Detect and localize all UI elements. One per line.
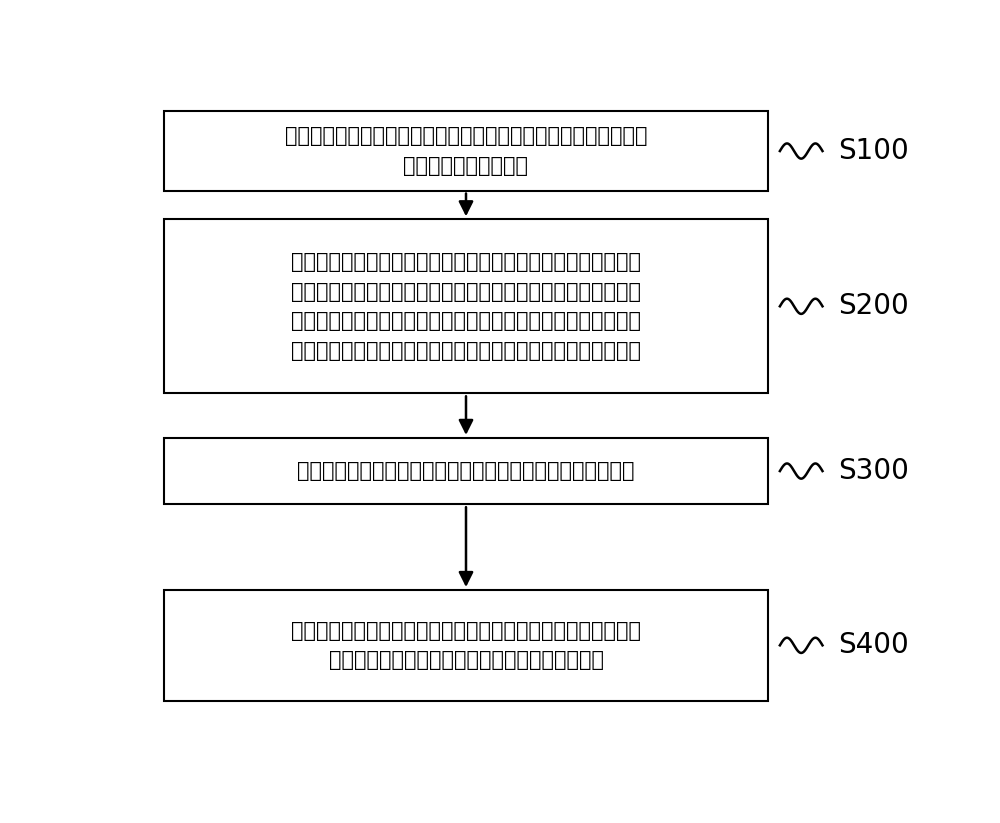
Text: S100: S100 [838,137,909,165]
Text: 对所述演化后的轮廓曲线进行有效轮廓的选取，得到最终的外围
轮廓曲线和分割结果，对结节的位置进行精细定位: 对所述演化后的轮廓曲线进行有效轮廓的选取，得到最终的外围 轮廓曲线和分割结果，对… [291,621,641,670]
FancyBboxPatch shape [164,111,768,191]
Text: 对所述初始轮廓曲线进行迭代和演化，得到演化后的轮廓曲线: 对所述初始轮廓曲线进行迭代和演化，得到演化后的轮廓曲线 [297,461,635,481]
Text: 利用已标记的良性甲状腺三维图像和恶性甲状腺三维图像，形成参
数化的良性甲状腺模板: 利用已标记的良性甲状腺三维图像和恶性甲状腺三维图像，形成参 数化的良性甲状腺模板 [285,126,647,176]
Text: S300: S300 [838,457,909,485]
FancyBboxPatch shape [164,438,768,504]
FancyBboxPatch shape [164,590,768,701]
Text: 对于待识别甲状腺结节超声图像，根据其标注信息和图像信息，
与所述参数化的良性甲状腺模板进行匹配，获得特定参数条件下
的良性甲状腺模板，并结合参数化的良性甲状腺模: 对于待识别甲状腺结节超声图像，根据其标注信息和图像信息， 与所述参数化的良性甲状… [291,252,641,360]
Text: S200: S200 [838,292,909,320]
FancyBboxPatch shape [164,219,768,393]
Text: S400: S400 [838,631,909,659]
